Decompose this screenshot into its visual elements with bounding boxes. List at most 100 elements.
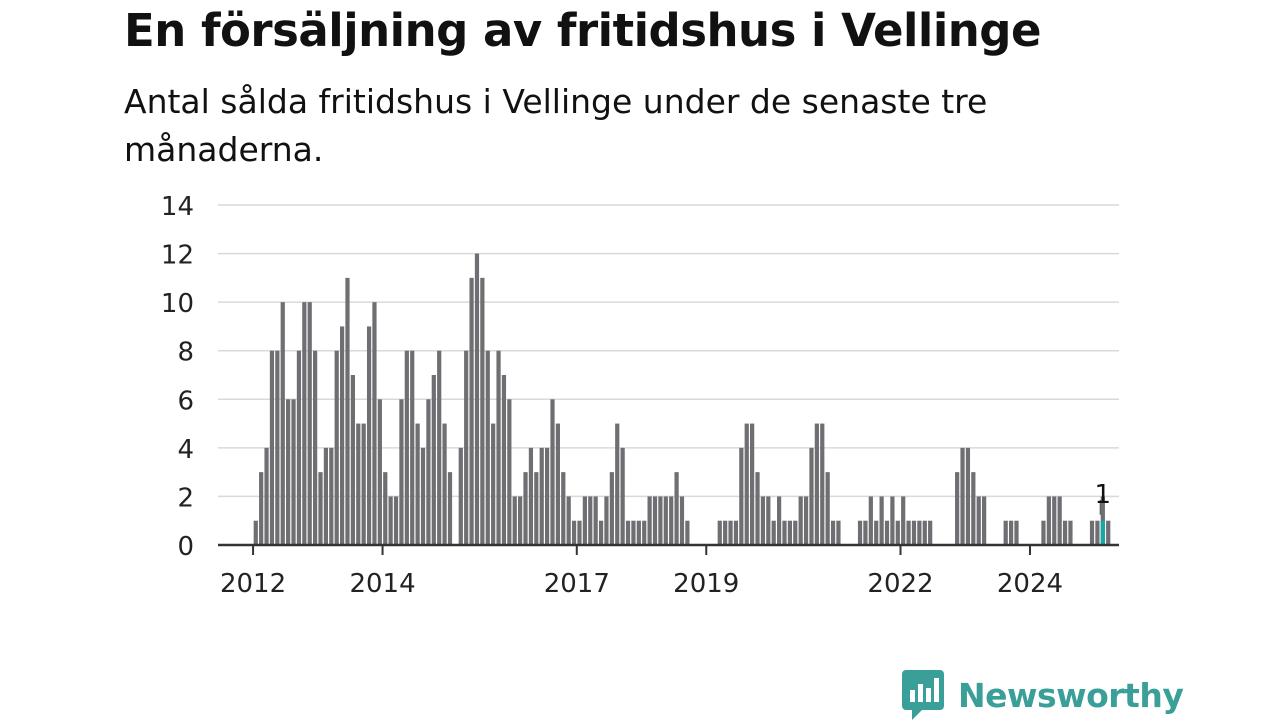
y-axis-labels: 0 2 4 6 8 10 12 14 [161, 192, 194, 562]
x-axis-labels: 2012 2014 2017 2019 2022 2024 [220, 569, 1063, 599]
bar [528, 447, 534, 545]
bar [836, 520, 841, 545]
bar [771, 520, 776, 545]
bar [313, 350, 318, 545]
bar [890, 496, 895, 545]
bar [760, 496, 766, 545]
bar [820, 423, 825, 545]
bar [550, 399, 555, 545]
bar [647, 496, 652, 545]
bar [679, 496, 685, 545]
bar [884, 520, 890, 545]
bar [1052, 496, 1057, 545]
bar [604, 496, 609, 545]
bar [350, 375, 355, 545]
x-tick-label: 2012 [220, 569, 286, 599]
bar [717, 520, 722, 545]
bar [1008, 520, 1014, 545]
bar [723, 520, 728, 545]
bar [442, 423, 447, 545]
newsworthy-logo: Newsworthy [902, 670, 1184, 720]
bar [361, 423, 366, 545]
bars [253, 253, 1111, 545]
bar [259, 472, 264, 545]
bar [739, 447, 744, 545]
bar [1106, 520, 1111, 545]
bar [356, 423, 361, 545]
bar [642, 520, 647, 545]
bar [685, 520, 690, 545]
bar [539, 447, 544, 545]
bar [728, 520, 733, 545]
bar [399, 399, 404, 545]
bar [571, 520, 577, 545]
bar [1046, 496, 1051, 545]
brand-name: Newsworthy [958, 675, 1184, 715]
y-tick-label: 6 [177, 386, 194, 416]
bar [895, 520, 900, 545]
x-tick-label: 2022 [867, 569, 933, 599]
bar [901, 496, 906, 545]
bar [625, 520, 631, 545]
bar [383, 472, 388, 545]
bar [275, 350, 280, 545]
bar [1062, 520, 1068, 545]
bar [814, 423, 819, 545]
bar [960, 447, 965, 545]
x-axis [218, 543, 1119, 555]
bar [480, 277, 485, 545]
bar [906, 520, 911, 545]
bar [1057, 496, 1062, 545]
bar [1089, 520, 1095, 545]
bar [803, 496, 809, 545]
bar-highlight [1100, 520, 1105, 545]
bar [593, 496, 598, 545]
annotations: 1 [1095, 480, 1112, 515]
bar [663, 496, 668, 545]
bar [1041, 520, 1046, 545]
bar [269, 350, 275, 545]
bar [982, 496, 987, 545]
bar [965, 447, 971, 545]
bar [464, 350, 469, 545]
bar-chart: 0 2 4 6 8 10 12 14 2012 2014 2017 2019 2022 2024 1 [161, 192, 1119, 599]
bar [388, 496, 393, 545]
bar [393, 496, 399, 545]
bar [609, 472, 614, 545]
bar [253, 520, 258, 545]
bar [534, 472, 539, 545]
bar [377, 399, 382, 545]
bar [302, 302, 307, 545]
bar [631, 520, 636, 545]
bar [561, 472, 566, 545]
bar [507, 399, 512, 545]
bar [523, 472, 528, 545]
bar [868, 496, 873, 545]
highlight-value-label: 1 [1095, 480, 1112, 510]
bar [318, 472, 323, 545]
bar [518, 496, 523, 545]
bar [582, 496, 587, 545]
newsworthy-chart-icon [902, 670, 944, 720]
bar [917, 520, 922, 545]
bar [598, 520, 604, 545]
bar [922, 520, 927, 545]
y-tick-label: 14 [161, 192, 194, 222]
y-tick-label: 2 [177, 483, 194, 513]
bar [426, 399, 431, 545]
bar [339, 326, 345, 545]
bar [658, 496, 663, 545]
bar [410, 350, 415, 545]
y-tick-label: 8 [177, 338, 194, 368]
bar [458, 447, 463, 545]
bar [652, 496, 658, 545]
y-tick-label: 10 [161, 289, 194, 319]
bar [329, 447, 334, 545]
y-tick-label: 12 [161, 241, 194, 271]
bar [491, 423, 496, 545]
bar [431, 375, 436, 545]
bar [264, 447, 269, 545]
y-tick-label: 0 [177, 532, 194, 562]
x-tick-label: 2017 [544, 569, 610, 599]
bar [733, 520, 739, 545]
